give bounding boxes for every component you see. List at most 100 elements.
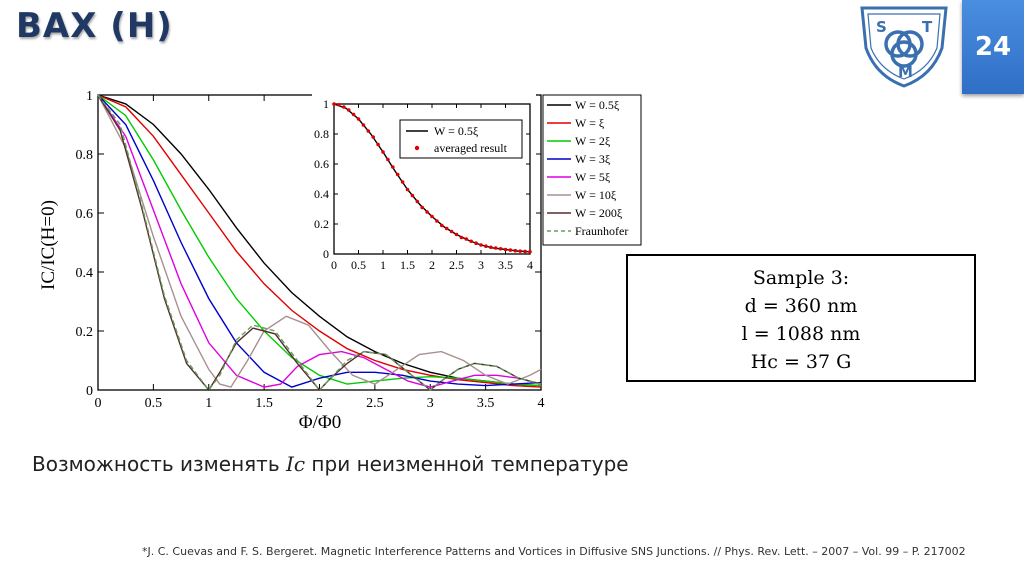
sample-d: d = 360 nm [744,295,858,317]
data-point [342,105,346,109]
data-point [376,142,380,147]
data-point [493,246,498,250]
x-tick-label: 0 [95,396,102,411]
y-tick-label: 1 [323,97,329,111]
x-tick-label: 3 [427,396,434,411]
legend-label: W = 3ξ [575,152,611,166]
data-point [371,135,376,139]
inset-legend-label: W = 0.5ξ [434,124,479,138]
series-line [97,94,542,387]
data-point [479,243,483,247]
data-point [405,187,410,192]
legend-label: W = ξ [575,116,605,130]
x-tick-label: 1 [380,258,386,272]
data-point [425,210,429,214]
caption-symbol: Ic [285,452,306,476]
x-axis-label: Φ/Φ0 [299,412,342,433]
data-point [464,237,469,241]
y-tick-label: 0.8 [314,127,329,141]
y-axis-label: IC/IC(H=0) [38,200,59,290]
data-point [332,102,336,106]
legend-label: W = 5ξ [575,170,611,184]
data-point [513,248,518,253]
data-point [444,226,449,231]
data-point [356,117,361,121]
y-tick-label: 0.6 [76,207,94,222]
data-point [391,165,395,169]
data-point [508,248,513,252]
sample-label: Sample 3: [752,267,850,289]
x-tick-label: 4 [538,396,545,411]
x-tick-label: 4 [527,258,533,272]
data-point [503,247,508,252]
sample-parameters-box: Sample 3: d = 360 nm l = 1088 nm Hc = 37… [626,254,976,382]
data-point [474,241,478,245]
sample-hc: Hc = 37 G [750,351,852,373]
data-point [469,239,474,244]
y-tick-label: 0.8 [76,148,94,163]
slide-caption: Возможность изменять Ic при неизменной т… [32,452,629,476]
x-tick-label: 0 [331,258,337,272]
x-tick-label: 2 [429,258,435,272]
series-line [97,94,542,388]
slide-title: ВАХ (H) [16,6,173,46]
inset-legend-label: averaged result [434,141,508,155]
data-point [430,214,434,219]
data-point [381,150,385,154]
data-point [454,232,459,237]
data-point [420,205,425,210]
data-point [528,249,532,254]
data-point [440,223,444,228]
x-tick-label: 2.5 [366,396,384,411]
x-tick-label: 3.5 [477,396,495,411]
x-tick-label: 3.5 [498,258,513,272]
legend-label: W = 200ξ [575,206,623,220]
x-tick-label: 1.5 [255,396,273,411]
data-point [435,219,439,223]
data-point [337,102,341,107]
institution-logo: S T M [860,6,948,88]
data-point [400,180,405,184]
data-point [518,249,522,253]
x-tick-label: 0.5 [351,258,366,272]
data-point [415,199,420,204]
data-point [346,108,351,112]
x-tick-label: 0.5 [145,396,163,411]
x-tick-label: 1.5 [400,258,415,272]
reference-footnote: *J. C. Cuevas and F. S. Bergeret. Magnet… [142,545,966,558]
y-tick-label: 0.4 [314,187,329,201]
x-tick-label: 2 [316,396,323,411]
data-point [395,172,400,177]
series-line [97,94,542,388]
data-point [410,193,415,198]
inset-background [312,92,536,268]
data-point [459,235,464,240]
x-tick-label: 2.5 [449,258,464,272]
data-point [498,246,503,251]
y-tick-label: 0.2 [76,325,94,340]
data-point [351,112,356,117]
logo-letter-s: S [876,18,887,36]
inset-legend-box [399,119,523,159]
logo-letter-m: M [898,63,913,81]
data-point [386,157,390,162]
x-tick-label: 1 [205,396,212,411]
legend-label: W = 0.5ξ [575,98,620,112]
caption-before: Возможность изменять [32,452,286,476]
data-point [523,249,527,254]
series-line [97,94,542,392]
main-plot: 0 0.5 1 1.5 2 2.5 3 3.5 4 0 0.2 0.4 0.6 0.8 1 Φ/Φ0 IC/IC… [38,89,642,433]
sample-l: l = 1088 nm [741,323,861,345]
legend-label: W = 10ξ [575,188,617,202]
legend-label: W = 2ξ [575,134,611,148]
data-point [484,244,488,248]
legend-box [542,94,642,246]
data-point [449,229,454,234]
data-point [489,245,493,250]
data-point [366,129,371,133]
inset-legend-dot [414,145,420,151]
y-tick-label: 0 [86,384,93,399]
y-tick-label: 0 [323,247,329,261]
slide-number: 24 [962,0,1024,94]
